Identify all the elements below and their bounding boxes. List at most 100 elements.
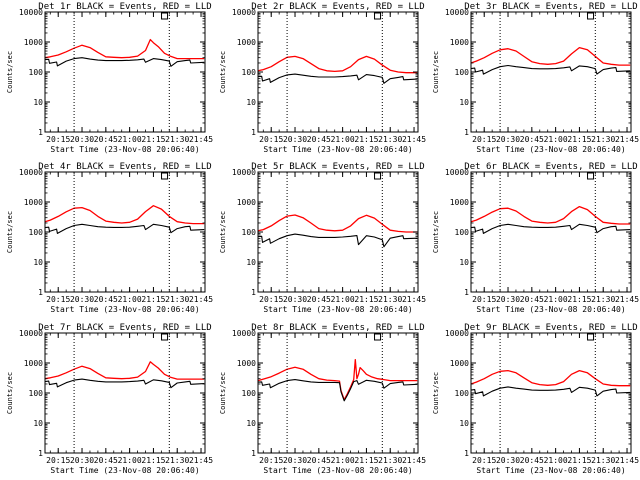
x-tick-label: 21:30 — [165, 295, 189, 304]
x-axis-label: Start Time (23-Nov-08 20:06:40) — [50, 305, 199, 314]
y-tick-label: 10 — [246, 98, 256, 107]
plot-frame — [44, 332, 206, 454]
box-marker — [374, 12, 382, 20]
x-tick-label: 21:15 — [354, 456, 378, 465]
y-tick-label: 10 — [459, 419, 469, 428]
y-axis-label: Counts/sec — [432, 372, 440, 414]
box-marker — [587, 333, 595, 341]
x-tick-label: 21:00 — [118, 295, 142, 304]
x-tick-label: 20:45 — [94, 295, 118, 304]
panel-title: Det 1r BLACK = Events, RED = LLD — [38, 2, 211, 12]
y-tick-label: 1 — [38, 449, 43, 458]
panel-title: Det 9r BLACK = Events, RED = LLD — [464, 323, 637, 333]
x-tick-label: 20:45 — [307, 135, 331, 144]
x-axis-label: Start Time (23-Nov-08 20:06:40) — [476, 305, 625, 314]
box-marker — [374, 172, 382, 180]
plot-frame — [257, 332, 419, 454]
y-tick-label: 1000 — [237, 359, 256, 368]
x-tick-label: 21:15 — [354, 135, 378, 144]
y-tick-label: 10000 — [19, 329, 43, 338]
x-tick-label: 20:30 — [283, 295, 307, 304]
lld-series-line — [257, 55, 418, 74]
lld-series-line — [44, 38, 205, 60]
x-tick-label: 20:30 — [70, 456, 94, 465]
x-axis-label: Start Time (23-Nov-08 20:06:40) — [476, 466, 625, 475]
x-tick-label: 21:15 — [141, 135, 165, 144]
events-series-line — [257, 379, 418, 402]
panel-title: Det 2r BLACK = Events, RED = LLD — [251, 2, 424, 12]
y-tick-label: 1000 — [24, 198, 43, 207]
events-series-line — [257, 233, 418, 248]
y-axis-label: Counts/sec — [219, 51, 227, 93]
detector-panel-8: Det 8r BLACK = Events, RED = LLD 1 10 100 10… — [219, 323, 426, 475]
x-tick-label: 20:15 — [46, 456, 70, 465]
plot-frame — [470, 332, 632, 454]
box-marker — [161, 172, 169, 180]
x-tick-label: 21:45 — [402, 135, 426, 144]
y-tick-label: 100 — [29, 228, 44, 237]
plot-frame — [44, 11, 206, 133]
box-marker — [587, 12, 595, 20]
events-series-line — [44, 223, 205, 234]
x-tick-label: 20:30 — [496, 456, 520, 465]
y-tick-label: 10000 — [232, 329, 256, 338]
x-tick-label: 20:45 — [307, 295, 331, 304]
y-axis-label: Counts/sec — [432, 51, 440, 93]
x-tick-label: 21:15 — [141, 295, 165, 304]
y-tick-label: 100 — [455, 68, 470, 77]
x-tick-label: 21:30 — [165, 456, 189, 465]
x-axis-label: Start Time (23-Nov-08 20:06:40) — [263, 466, 412, 475]
x-tick-label: 21:45 — [615, 135, 639, 144]
x-tick-label: 20:30 — [283, 456, 307, 465]
y-tick-label: 100 — [455, 228, 470, 237]
x-tick-label: 21:30 — [591, 135, 615, 144]
y-axis-label: Counts/sec — [432, 211, 440, 253]
plot-frame — [470, 11, 632, 133]
x-tick-label: 21:30 — [378, 456, 402, 465]
x-tick-label: 21:45 — [189, 135, 213, 144]
x-tick-label: 20:15 — [46, 135, 70, 144]
detector-panel-9: Det 9r BLACK = Events, RED = LLD 1 10 100 10… — [432, 323, 639, 475]
x-tick-label: 20:45 — [94, 135, 118, 144]
events-series-line — [44, 378, 205, 389]
x-axis-label: Start Time (23-Nov-08 20:06:40) — [50, 466, 199, 475]
y-tick-label: 10000 — [445, 329, 469, 338]
panel-title: Det 5r BLACK = Events, RED = LLD — [251, 162, 424, 172]
events-series-line — [257, 73, 418, 84]
panel-title: Det 3r BLACK = Events, RED = LLD — [464, 2, 637, 12]
detector-panel-5: Det 5r BLACK = Events, RED = LLD 1 10 100 10… — [219, 162, 426, 314]
x-axis-label: Start Time (23-Nov-08 20:06:40) — [476, 145, 625, 154]
x-tick-label: 21:00 — [331, 295, 355, 304]
y-tick-label: 10 — [33, 98, 43, 107]
x-tick-label: 20:15 — [472, 456, 496, 465]
x-tick-label: 20:15 — [259, 456, 283, 465]
x-tick-label: 21:00 — [331, 135, 355, 144]
detector-panel-4: Det 4r BLACK = Events, RED = LLD 1 10 100 10… — [6, 162, 213, 314]
y-tick-label: 1 — [464, 449, 469, 458]
y-axis-label: Counts/sec — [219, 211, 227, 253]
y-axis-label: Counts/sec — [6, 211, 14, 253]
lld-series-line — [470, 205, 631, 225]
y-tick-label: 10 — [459, 258, 469, 267]
x-tick-label: 20:15 — [46, 295, 70, 304]
box-marker — [587, 172, 595, 180]
x-tick-label: 21:00 — [544, 295, 568, 304]
x-tick-label: 21:45 — [615, 456, 639, 465]
y-tick-label: 10 — [459, 98, 469, 107]
box-marker — [374, 333, 382, 341]
x-tick-label: 21:30 — [165, 135, 189, 144]
y-tick-label: 10 — [33, 419, 43, 428]
y-tick-label: 1 — [464, 128, 469, 137]
events-series-line — [470, 386, 631, 397]
detector-panel-6: Det 6r BLACK = Events, RED = LLD 1 10 100 10… — [432, 162, 639, 314]
plot-frame — [470, 171, 632, 293]
x-tick-label: 20:15 — [472, 295, 496, 304]
x-tick-label: 20:30 — [496, 295, 520, 304]
y-tick-label: 10000 — [232, 168, 256, 177]
y-tick-label: 1000 — [237, 198, 256, 207]
y-axis-label: Counts/sec — [219, 372, 227, 414]
y-tick-label: 1 — [251, 128, 256, 137]
x-tick-label: 20:30 — [496, 135, 520, 144]
lld-series-line — [470, 46, 631, 66]
